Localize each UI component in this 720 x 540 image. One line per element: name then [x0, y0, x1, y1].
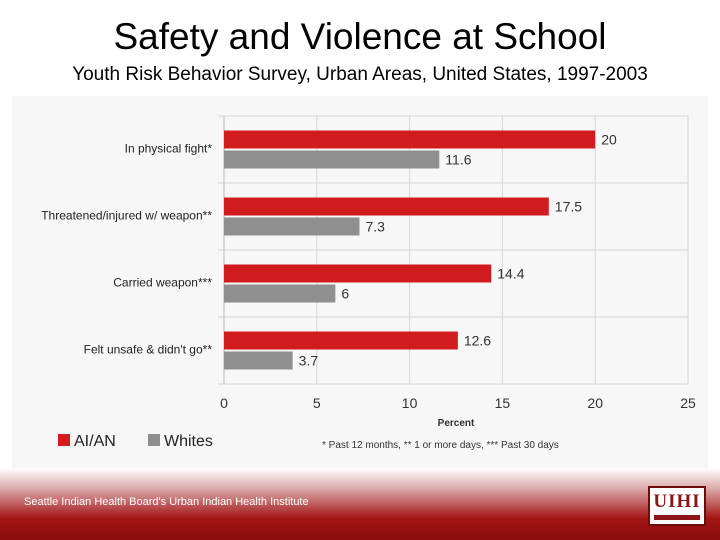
logo-mark: UIHI: [653, 491, 701, 512]
page-subtitle: Youth Risk Behavior Survey, Urban Areas,…: [72, 64, 648, 85]
bar-ai-an: [224, 130, 596, 149]
category-label: Carried weapon***: [113, 276, 212, 290]
bar-chart: In physical fight* 20 11.6 Threatened/injur…: [41, 115, 696, 451]
footer-credit: Seattle Indian Health Board's Urban Indi…: [24, 496, 309, 508]
bar-ai-an: [224, 331, 458, 350]
x-tick-label: 20: [587, 395, 603, 411]
data-label: 11.6: [445, 152, 471, 168]
data-label: 7.3: [365, 219, 385, 235]
x-axis-label: Percent: [438, 418, 475, 429]
category-label: Threatened/injured w/ weapon**: [41, 209, 212, 223]
x-tick-label: 10: [402, 395, 418, 411]
bar-whites: [224, 351, 293, 370]
legend-swatch: [58, 434, 70, 446]
legend-label: Whites: [164, 433, 213, 450]
category-label: In physical fight*: [125, 142, 213, 156]
x-tick-label: 15: [495, 395, 511, 411]
data-label: 3.7: [299, 353, 319, 369]
x-tick-label: 5: [313, 395, 321, 411]
data-label: 17.5: [555, 199, 582, 215]
bar-whites: [224, 284, 336, 303]
data-label: 12.6: [464, 333, 491, 349]
bar-whites: [224, 150, 440, 169]
legend-swatch: [148, 434, 160, 446]
uihi-logo: UIHI: [648, 486, 706, 526]
legend-label: AI/AN: [74, 433, 116, 450]
x-tick-label: 0: [220, 395, 228, 411]
x-tick-label: 25: [680, 395, 696, 411]
data-label: 14.4: [497, 266, 524, 282]
category-label: Felt unsafe & didn't go**: [84, 343, 213, 357]
bar-whites: [224, 217, 360, 236]
data-label: 20: [601, 132, 617, 148]
chart-panel: In physical fight* 20 11.6 Threatened/injur…: [12, 96, 708, 468]
logo-band: [654, 515, 700, 520]
data-label: 6: [341, 286, 349, 302]
chart-footnote: * Past 12 months, ** 1 or more days, ***…: [322, 440, 559, 451]
bar-ai-an: [224, 197, 549, 216]
footer-band: [0, 468, 720, 540]
page-title: Safety and Violence at School: [113, 16, 607, 57]
bar-ai-an: [224, 264, 492, 283]
